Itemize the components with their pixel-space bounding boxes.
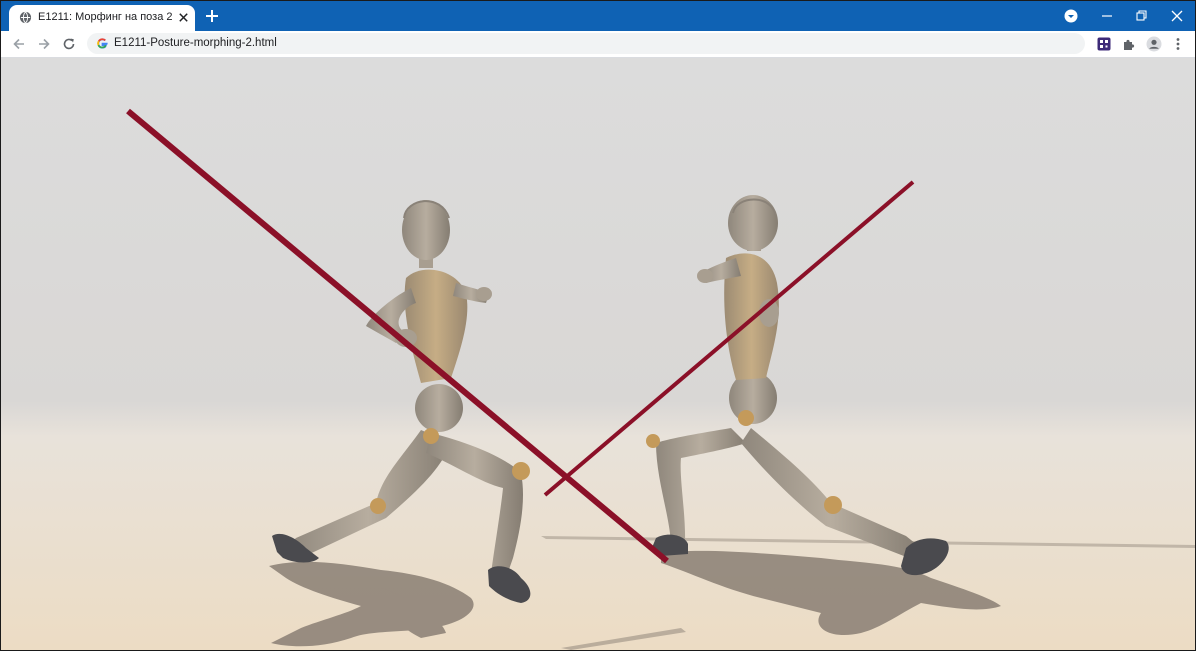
mannequin-right bbox=[646, 195, 949, 576]
kebab-menu-icon[interactable] bbox=[1170, 36, 1186, 52]
scene-background bbox=[1, 58, 1195, 650]
webgl-canvas[interactable] bbox=[1, 58, 1195, 650]
url-text: E1211-Posture-morphing-2.html bbox=[114, 37, 277, 49]
pole-left bbox=[126, 108, 669, 564]
person-icon[interactable] bbox=[1146, 36, 1162, 52]
arrow-right-icon[interactable] bbox=[36, 36, 52, 52]
reload-icon[interactable] bbox=[61, 36, 77, 52]
puzzle-icon[interactable] bbox=[1121, 36, 1137, 52]
address-bar[interactable]: E1211-Posture-morphing-2.html bbox=[87, 33, 1085, 54]
browser-toolbar: E1211-Posture-morphing-2.html bbox=[1, 31, 1195, 58]
posture-morphing-scene bbox=[1, 58, 1195, 650]
google-g-icon[interactable] bbox=[96, 37, 109, 50]
close-icon[interactable] bbox=[1169, 8, 1185, 24]
minimize-icon[interactable] bbox=[1099, 8, 1115, 24]
tab-strip: E1211: Морфинг на поза 2 bbox=[1, 1, 1195, 31]
arrow-left-icon[interactable] bbox=[11, 36, 27, 52]
qr-extension-icon[interactable] bbox=[1096, 36, 1112, 52]
browser-tab[interactable]: E1211: Морфинг на поза 2 bbox=[9, 5, 195, 31]
pole-right bbox=[543, 180, 915, 497]
tab-title: E1211: Морфинг на поза 2 bbox=[38, 11, 173, 23]
globe-icon bbox=[19, 11, 32, 24]
close-icon[interactable] bbox=[177, 11, 190, 24]
plus-icon[interactable] bbox=[204, 8, 220, 24]
chevron-down-circle-icon[interactable] bbox=[1063, 8, 1079, 24]
restore-icon[interactable] bbox=[1133, 8, 1149, 24]
